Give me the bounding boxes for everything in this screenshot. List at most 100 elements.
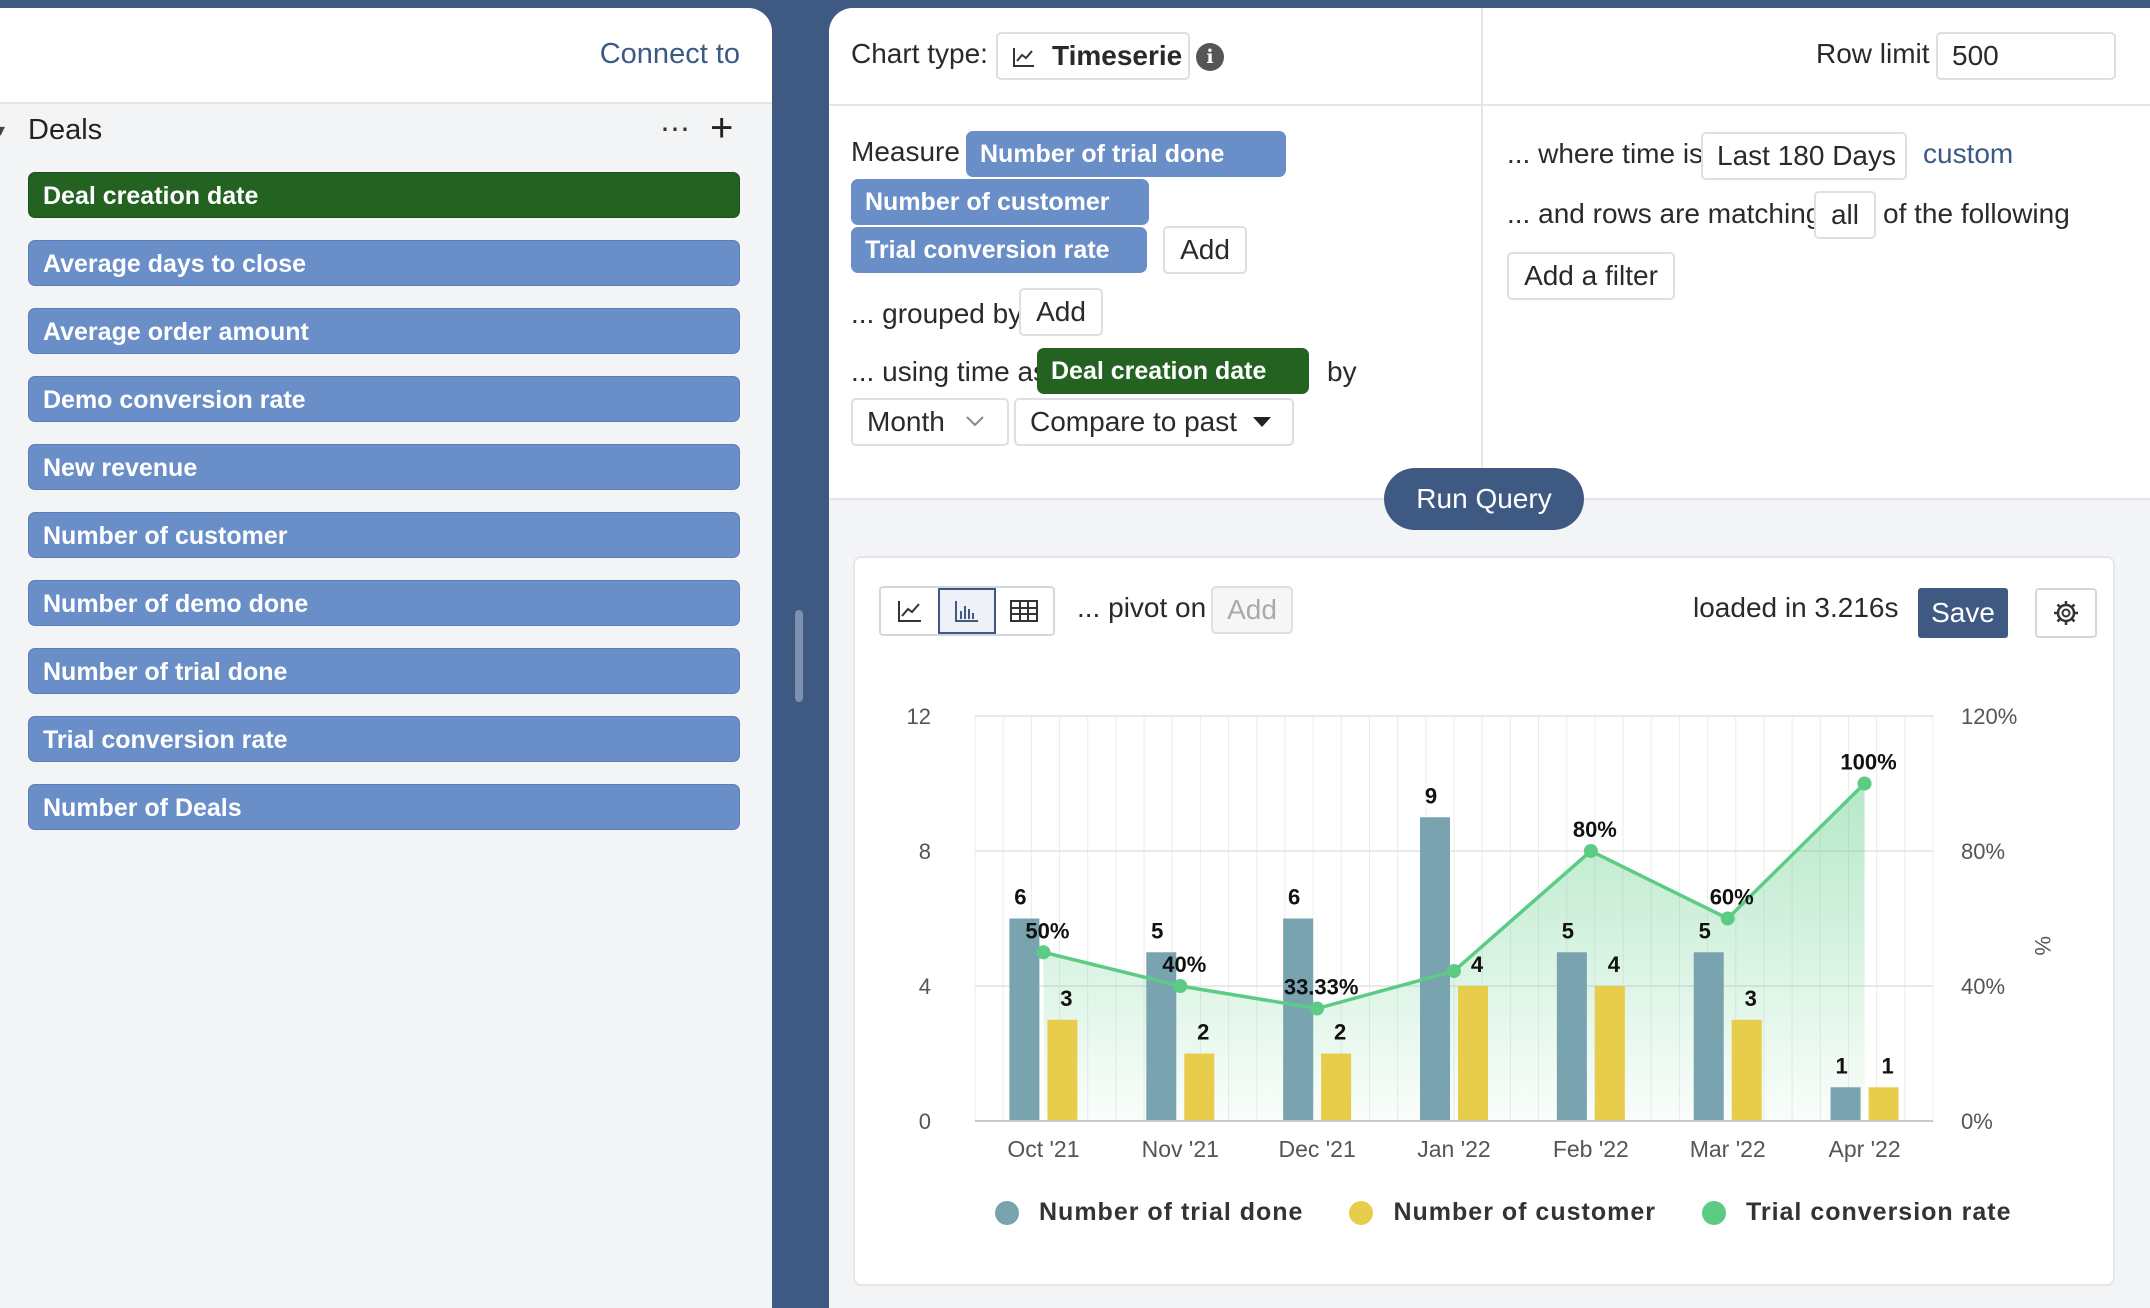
- conversion-data-label: 33.33%: [1284, 975, 1359, 1000]
- field-pill[interactable]: Demo conversion rate: [28, 376, 740, 422]
- table-icon: [1010, 600, 1039, 622]
- y-right-axis-label: %: [2030, 936, 2055, 956]
- gear-icon: [2054, 601, 2078, 625]
- legend-item[interactable]: Trial conversion rate: [1701, 1198, 2012, 1227]
- field-pill[interactable]: Trial conversion rate: [28, 716, 740, 762]
- load-time-text: loaded in 3.216s: [1693, 592, 1899, 623]
- compare-select[interactable]: Compare to past: [1014, 398, 1294, 446]
- bar-data-label: 5: [1699, 918, 1711, 943]
- chart-type-value: Timeserie: [1052, 40, 1183, 71]
- granularity-select[interactable]: Month: [851, 398, 1009, 446]
- compare-value: Compare to past: [1030, 406, 1237, 437]
- conversion-area: [1043, 783, 1865, 1121]
- match-mode-select[interactable]: all: [1814, 191, 1876, 239]
- bar-chart-icon: [954, 601, 978, 622]
- results-card: ... pivot on Add loaded in 3.216s Save 0…: [853, 556, 2115, 1286]
- granularity-value: Month: [867, 406, 945, 437]
- bar-data-label: 4: [1608, 952, 1621, 977]
- more-options-icon[interactable]: ⋯: [660, 113, 691, 146]
- legend-item[interactable]: Number of customer: [1349, 1198, 1655, 1227]
- field-pill[interactable]: Deal creation date: [28, 172, 740, 218]
- chevron-down-icon[interactable]: ▾: [0, 120, 6, 140]
- bar-data-label: 1: [1881, 1053, 1893, 1078]
- custom-range-link[interactable]: custom: [1923, 138, 2014, 169]
- conversion-data-label: 60%: [1710, 885, 1754, 910]
- x-tick-label: Mar '22: [1690, 1136, 1766, 1162]
- row-limit-input[interactable]: 500: [1936, 32, 2116, 80]
- save-button[interactable]: Save: [1918, 588, 2008, 638]
- run-query-button[interactable]: Run Query: [1384, 468, 1584, 530]
- bar-trial: [1830, 1087, 1861, 1121]
- bar-view-button[interactable]: [938, 588, 996, 634]
- time-dimension-tag[interactable]: Deal creation date: [1037, 348, 1309, 394]
- field-list: Deal creation date Average days to close…: [28, 172, 740, 852]
- bar-data-label: 6: [1014, 885, 1026, 910]
- measure-label: Measure: [851, 136, 960, 167]
- conversion-point: [1583, 844, 1598, 858]
- settings-button[interactable]: [2035, 588, 2097, 638]
- legend-marker: [1349, 1200, 1374, 1225]
- bar-data-label: 9: [1425, 783, 1437, 808]
- conversion-point: [1310, 1001, 1325, 1016]
- add-icon[interactable]: +: [710, 106, 734, 150]
- y-tick-label: 0: [919, 1109, 931, 1134]
- chart-legend: Number of trial done Number of customer …: [995, 1198, 2012, 1227]
- of-following-label: of the following: [1883, 198, 2070, 229]
- time-range-select[interactable]: Last 180 Days: [1701, 132, 1907, 180]
- chart-type-select[interactable]: Timeserie: [996, 32, 1190, 80]
- conversion-point: [1857, 776, 1872, 791]
- caret-down-icon: [1253, 417, 1271, 427]
- chevron-down-icon: [966, 416, 984, 427]
- legend-item[interactable]: Number of trial done: [995, 1198, 1303, 1227]
- using-time-label: ... using time as: [851, 356, 1048, 387]
- divider: [1481, 8, 1483, 498]
- measure-tag[interactable]: Trial conversion rate: [851, 227, 1147, 273]
- field-pill[interactable]: Number of trial done: [28, 648, 740, 694]
- add-group-button[interactable]: Add: [1019, 288, 1103, 336]
- where-time-label: ... where time is: [1507, 138, 1704, 169]
- panel-resize-handle[interactable]: [795, 610, 803, 702]
- measure-tag[interactable]: Number of trial done: [966, 131, 1286, 177]
- measure-tag[interactable]: Number of customer: [851, 179, 1149, 225]
- conversion-point: [1447, 964, 1461, 979]
- y-tick-label: 12: [907, 704, 931, 729]
- bar-data-label: 3: [1745, 986, 1757, 1011]
- x-tick-label: Feb '22: [1553, 1136, 1629, 1162]
- bar-customer: [1321, 1053, 1352, 1121]
- conversion-point: [1173, 979, 1188, 993]
- pivot-add-button[interactable]: Add: [1211, 586, 1293, 634]
- grouped-by-label: ... grouped by: [851, 298, 1023, 329]
- bar-customer: [1047, 1019, 1078, 1121]
- table-view-button[interactable]: [996, 588, 1053, 634]
- legend-label: Number of customer: [1393, 1198, 1656, 1226]
- line-view-button[interactable]: [881, 588, 938, 634]
- field-pill[interactable]: Number of customer: [28, 512, 740, 558]
- bar-trial: [1283, 918, 1314, 1121]
- info-icon[interactable]: i: [1196, 43, 1224, 71]
- bar-data-label: 6: [1288, 885, 1300, 910]
- field-pill[interactable]: Average order amount: [28, 308, 740, 354]
- x-tick-label: Oct '21: [1007, 1136, 1079, 1162]
- add-measure-button[interactable]: Add: [1163, 226, 1247, 274]
- bar-customer: [1594, 986, 1625, 1121]
- conversion-data-label: 40%: [1162, 952, 1206, 977]
- add-filter-button[interactable]: Add a filter: [1507, 252, 1675, 300]
- connect-to-link[interactable]: Connect to: [599, 38, 740, 70]
- x-tick-label: Apr '22: [1828, 1136, 1900, 1162]
- conversion-data-label: 80%: [1573, 817, 1617, 842]
- field-pill[interactable]: Number of Deals: [28, 784, 740, 830]
- bar-trial: [1420, 817, 1450, 1121]
- line-chart-icon: [897, 601, 921, 622]
- row-limit-label: Row limit: [1816, 38, 1930, 69]
- field-pill[interactable]: Average days to close: [28, 240, 740, 286]
- y-tick-label: 8: [919, 839, 931, 864]
- section-title-deals[interactable]: Deals: [28, 114, 103, 146]
- y-right-tick-label: 40%: [1961, 974, 2005, 999]
- field-pill[interactable]: New revenue: [28, 444, 740, 490]
- field-pill[interactable]: Number of demo done: [28, 580, 740, 626]
- bar-customer: [1458, 986, 1488, 1121]
- bar-trial: [1693, 952, 1724, 1121]
- query-editor: Chart type: Timeserie i Row limit 500 Me…: [829, 8, 2150, 500]
- x-tick-label: Nov '21: [1142, 1136, 1219, 1162]
